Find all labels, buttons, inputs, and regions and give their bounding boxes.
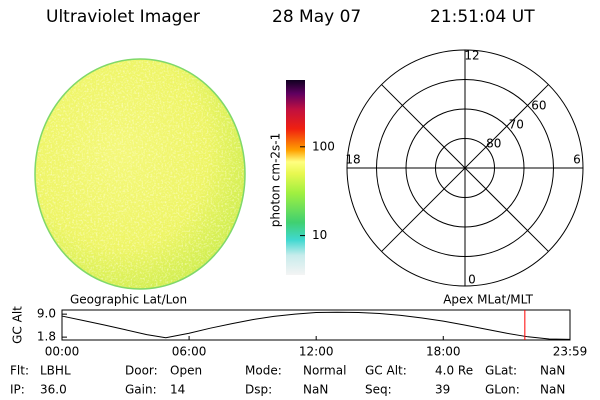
field-value: NaN	[303, 383, 328, 397]
colorbar-tick-label: 10	[312, 228, 327, 242]
field-label: GLat:	[485, 364, 517, 378]
y-tick-label: 1.8	[37, 330, 56, 344]
field-label: Gain:	[125, 383, 157, 397]
colorbar-tick-label: 100	[312, 139, 335, 153]
orbit-right-title: Apex MLat/MLT	[443, 293, 533, 307]
mlt-label: 6	[573, 153, 581, 167]
field-value: 4.0 Re	[435, 364, 473, 378]
uv-image-texture	[36, 60, 244, 288]
field-value: Open	[170, 364, 202, 378]
field-value: NaN	[540, 364, 565, 378]
field-label: Flt:	[10, 364, 29, 378]
date: 28 May 07	[272, 7, 361, 27]
instrument: Ultraviolet Imager	[46, 7, 200, 27]
orbit-left-title: Geographic Lat/Lon	[70, 293, 187, 307]
field-label: Dsp:	[245, 383, 272, 397]
field-label: Mode:	[245, 364, 282, 378]
field-value: LBHL	[40, 364, 71, 378]
polar-spoke	[381, 84, 549, 252]
y-tick-label: 9.0	[37, 307, 56, 321]
field-value: 39	[435, 383, 450, 397]
x-tick-label: 23:59	[553, 345, 588, 359]
ring-label: 70	[509, 117, 524, 131]
mlt-label: 12	[464, 49, 479, 63]
field-label: Door:	[125, 364, 158, 378]
ring-label: 60	[531, 98, 546, 112]
field-value: NaN	[540, 383, 565, 397]
colorbar	[286, 80, 305, 275]
field-value: 36.0	[40, 383, 67, 397]
colorbar-label: photon cm-2s-1	[269, 133, 283, 228]
altitude-line	[61, 311, 571, 340]
orbit-ylabel: GC Alt	[11, 306, 25, 344]
x-tick-label: 00:00	[45, 345, 80, 359]
x-tick-label: 18:00	[426, 345, 461, 359]
orbit-frame	[61, 309, 571, 341]
mlt-label: 18	[345, 153, 360, 167]
field-label: GC Alt:	[365, 364, 407, 378]
mlt-label: 0	[468, 273, 476, 287]
field-value: Normal	[303, 364, 346, 378]
x-tick-label: 06:00	[172, 345, 207, 359]
field-label: GLon:	[485, 383, 520, 397]
x-tick-label: 12:00	[299, 345, 334, 359]
time: 21:51:04 UT	[430, 7, 535, 27]
field-value: 14	[170, 383, 185, 397]
ring-label: 80	[486, 136, 501, 150]
field-label: Seq:	[365, 383, 392, 397]
field-label: IP:	[10, 383, 25, 397]
